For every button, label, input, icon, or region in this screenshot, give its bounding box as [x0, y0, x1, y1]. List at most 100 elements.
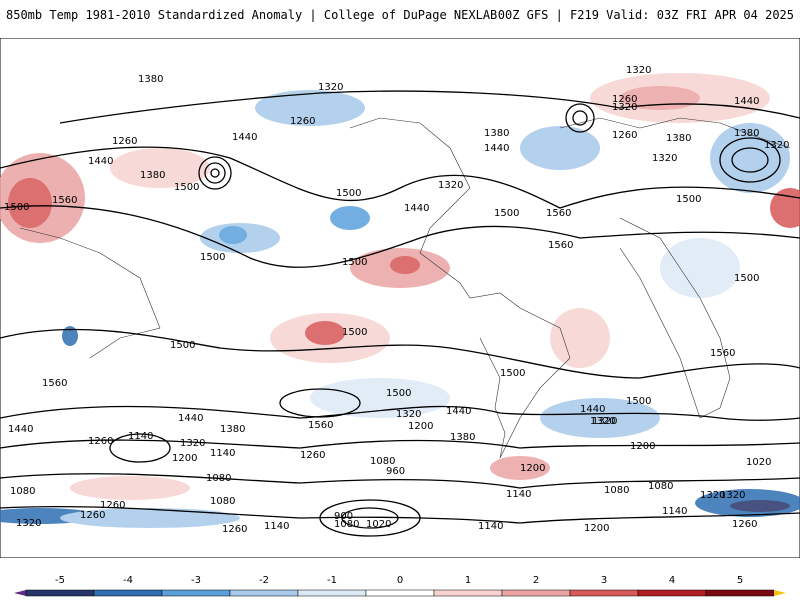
- contour-label: 1500: [342, 327, 367, 338]
- colorbar-tick-label: 3: [601, 575, 607, 586]
- contour-label: 1560: [548, 240, 573, 251]
- colorbar-tick-label: -2: [259, 575, 269, 586]
- contour-label: 1200: [408, 421, 433, 432]
- contour-label: 1320: [592, 416, 617, 427]
- contour-label: 1500: [676, 194, 701, 205]
- contour-label: 1380: [138, 74, 163, 85]
- contour-label: 1440: [446, 406, 471, 417]
- contour-label: 1440: [484, 143, 509, 154]
- contour-label: 1440: [178, 413, 203, 424]
- contour-label: 1080: [334, 519, 359, 530]
- contour-label: 1260: [112, 136, 137, 147]
- coastlines: [19, 117, 791, 459]
- contour-label: 1320: [16, 518, 41, 529]
- colorbar-swatch: [705, 589, 775, 597]
- colorbar-min-extend: [14, 590, 26, 596]
- colorbar-tick-label: 5: [737, 575, 743, 586]
- contour-label: 1500: [174, 182, 199, 193]
- colorbar-swatch: [229, 589, 299, 597]
- contour-label: 1440: [8, 424, 33, 435]
- colorbar-swatch: [433, 589, 503, 597]
- contour-label: 1200: [630, 441, 655, 452]
- contour-label: 1260: [612, 130, 637, 141]
- contour-label: 960: [386, 466, 405, 477]
- colorbar-swatches: [14, 589, 786, 597]
- colorbar-swatch: [161, 589, 231, 597]
- contour-label: 1500: [170, 340, 195, 351]
- contour-label: 1560: [42, 378, 67, 389]
- contour-label: 1140: [128, 431, 153, 442]
- colorbar-tick-label: -1: [327, 575, 337, 586]
- colorbar-ticks: -5 -4 -3 -2 -1 0 1 2 3 4 5: [55, 575, 743, 586]
- contour-label: 1560: [308, 420, 333, 431]
- contour-label: 1560: [52, 195, 77, 206]
- contour-label: 1140: [478, 521, 503, 532]
- contour-label: 1200: [584, 523, 609, 534]
- contour-label: 1380: [734, 128, 759, 139]
- contour-label: 1140: [264, 521, 289, 532]
- contour-label: 1380: [484, 128, 509, 139]
- contour-label: 1560: [546, 208, 571, 219]
- contour-label: 1140: [210, 448, 235, 459]
- contour-label: 1380: [450, 432, 475, 443]
- anomaly-colorbar: -5 -4 -3 -2 -1 0 1 2 3 4 5: [14, 575, 786, 597]
- contour-label: 1320: [700, 490, 725, 501]
- colorbar-swatch: [365, 589, 435, 597]
- contour-label: 1500: [342, 257, 367, 268]
- contour-label: 1080: [604, 485, 629, 496]
- contour-label: 1260: [300, 450, 325, 461]
- contour-label: 1020: [746, 457, 771, 468]
- colorbar-tick-label: 2: [533, 575, 539, 586]
- contour-label: 1260: [612, 94, 637, 105]
- contour-label: 1500: [500, 368, 525, 379]
- contour-label: 1260: [732, 519, 757, 530]
- contour-label: 1080: [370, 456, 395, 467]
- contour-label: 1320: [612, 102, 637, 113]
- colorbar-swatch: [93, 589, 163, 597]
- colorbar-swatch: [637, 589, 707, 597]
- contour-label: 1320: [720, 490, 745, 501]
- colorbar-swatch: [297, 589, 367, 597]
- contour-label: 1320: [652, 153, 677, 164]
- contour-label: 1500: [626, 396, 651, 407]
- colorbar-tick-label: 4: [669, 575, 675, 586]
- colorbar-tick-label: 0: [397, 575, 403, 586]
- contour-label: 1320: [438, 180, 463, 191]
- contour-label: 1260: [100, 500, 125, 511]
- contour-label: 1500: [200, 252, 225, 263]
- height-contours: [0, 90, 800, 537]
- contour-label: 1260: [222, 524, 247, 535]
- contour-label: 1500: [336, 188, 361, 199]
- contour-label: 1260: [88, 436, 113, 447]
- contour-label: 1500: [386, 388, 411, 399]
- contour-label: 1380: [140, 170, 165, 181]
- contour-label: 1320: [590, 416, 615, 427]
- anomaly-shading: [0, 73, 800, 528]
- header: 850mb Temp 1981-2010 Standardized Anomal…: [0, 0, 800, 34]
- contour-labels: 1380 1320 1320 1260 1320 1440 1440 1380 …: [4, 65, 789, 535]
- contour-label: 1080: [648, 481, 673, 492]
- contour-label: 1320: [396, 409, 421, 420]
- colorbar-tick-label: -3: [191, 575, 201, 586]
- colorbar-tick-label: -4: [123, 575, 133, 586]
- contour-label: 1140: [662, 506, 687, 517]
- contour-label: 1200: [172, 453, 197, 464]
- contour-label: 1500: [494, 208, 519, 219]
- colorbar-tick-label: -5: [55, 575, 65, 586]
- contour-label: 1500: [734, 273, 759, 284]
- contour-label: 1200: [520, 463, 545, 474]
- contour-label: 1380: [666, 133, 691, 144]
- contour-label: 1440: [88, 156, 113, 167]
- colorbar-max-extend: [774, 590, 786, 596]
- contour-label: 900: [334, 511, 353, 522]
- colorbar-swatch: [25, 589, 95, 597]
- contour-label: 1080: [10, 486, 35, 497]
- contour-label: 1560: [710, 348, 735, 359]
- contour-label: 1260: [80, 510, 105, 521]
- contour-label: 1380: [220, 424, 245, 435]
- contour-label: 1320: [764, 140, 789, 151]
- contour-label: 1080: [206, 473, 231, 484]
- map-title: 850mb Temp 1981-2010 Standardized Anomal…: [6, 8, 498, 22]
- contour-label: 1320: [180, 438, 205, 449]
- contour-label: 1080: [210, 496, 235, 507]
